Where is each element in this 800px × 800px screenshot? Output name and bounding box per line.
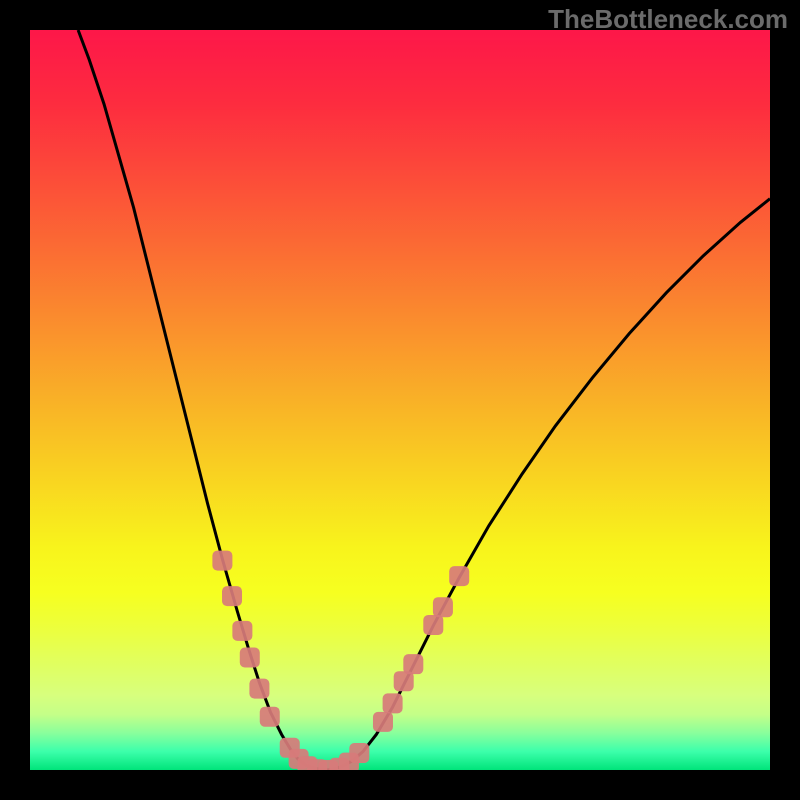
plot-svg bbox=[30, 30, 770, 770]
data-marker bbox=[403, 654, 423, 674]
canvas: TheBottleneck.com bbox=[0, 0, 800, 800]
data-marker bbox=[394, 671, 414, 691]
data-marker bbox=[240, 648, 260, 668]
data-marker bbox=[433, 597, 453, 617]
data-marker bbox=[222, 586, 242, 606]
data-marker bbox=[373, 712, 393, 732]
data-marker bbox=[212, 551, 232, 571]
gradient-field bbox=[30, 30, 770, 770]
data-marker bbox=[232, 621, 252, 641]
data-marker bbox=[249, 679, 269, 699]
data-marker bbox=[449, 566, 469, 586]
data-marker bbox=[383, 693, 403, 713]
data-marker bbox=[423, 615, 443, 635]
data-marker bbox=[260, 707, 280, 727]
data-marker bbox=[349, 743, 369, 763]
